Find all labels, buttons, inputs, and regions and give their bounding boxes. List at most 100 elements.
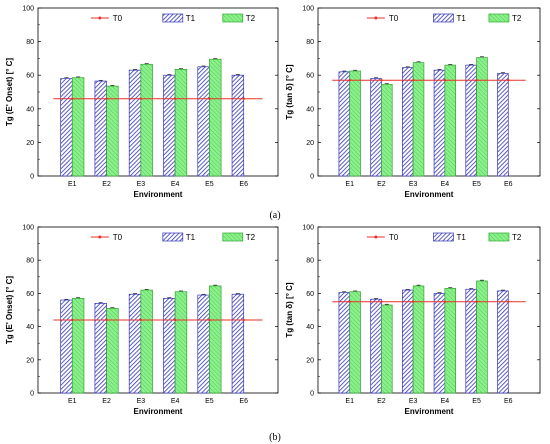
bar-t1 [128,69,142,177]
y-tick-label: 100 [22,225,34,232]
y-axis-title: Tg (E' Onset) [° C] [5,58,14,127]
t0-marker [348,79,351,82]
x-tick-label: E3 [409,181,418,188]
bar-t1 [497,290,509,394]
bar-t1 [465,288,477,394]
bar-t2 [174,291,188,394]
bar-t2 [381,304,393,394]
y-tick-label: 80 [306,258,314,265]
y-axis-title: Tg (E' Onset) [° C] [5,276,14,345]
bar-t1 [433,69,446,177]
legend-label-t1: T1 [186,14,196,23]
y-tick-label: 60 [26,73,34,80]
bar-t1 [60,299,73,394]
x-tick-label: E6 [239,181,248,188]
bar-t1 [465,64,477,177]
t0-marker [348,300,351,303]
bar-t1 [402,67,414,177]
y-tick-label: 40 [306,106,314,113]
t0-marker [475,300,478,303]
t0-marker [71,318,74,322]
bar-t1 [128,293,142,394]
y-axis-title: Tg (tan δ) [° C] [285,64,294,119]
bar-t1 [163,298,176,394]
x-tick-label: E2 [377,181,386,188]
x-tick-label: E6 [504,181,513,188]
x-tick-label: E3 [409,398,418,405]
bar-t1 [433,293,446,394]
x-axis-title: Environment [134,407,183,416]
legend-marker-t0 [98,235,102,239]
y-tick-label: 80 [306,39,314,46]
t0-marker [105,97,108,100]
x-tick-label: E1 [345,181,354,188]
y-tick-label: 100 [302,6,314,13]
t0-marker [443,79,447,82]
bar-t2 [412,62,425,177]
bar-t2 [140,63,153,177]
y-tick-label: 0 [30,174,34,181]
x-tick-label: E6 [239,398,248,405]
x-tick-label: E2 [102,181,111,188]
t0-marker [208,318,211,322]
t0-marker [242,97,245,100]
bar-t1 [197,66,210,177]
y-tick-label: 20 [306,357,314,364]
legend-swatch-t2 [488,232,510,242]
chart-panel-3: 0 20 40 60 80 100 Tg (E' Onset) [° C] Environme… [5,225,279,416]
x-tick-label: E2 [102,398,111,405]
y-tick-label: 40 [26,106,34,113]
bar-t2 [476,280,488,394]
legend-marker-t0 [98,16,102,20]
y-tick-label: 40 [26,324,34,331]
t0-marker [411,300,415,303]
bar-t2 [174,68,188,177]
t0-marker [507,79,510,82]
legend-swatch-t2 [488,13,510,23]
bar-t1 [338,292,351,394]
legend-marker-t0 [374,16,378,20]
x-axis-title: Environment [405,407,454,416]
bar-t1 [163,74,176,177]
x-tick-label: E1 [68,181,77,188]
t0-marker [443,300,447,303]
x-tick-label: E5 [205,398,214,405]
legend-swatch-t1 [433,232,454,242]
bar-t1 [60,78,73,177]
chart-panel-1: 0 20 40 60 80 100 Tg (E' Onset) [° C] Environme… [5,6,279,199]
y-tick-label: 0 [30,391,34,398]
x-tick-label: E2 [377,398,386,405]
caption-b: (b) [269,432,281,443]
bar-t2 [444,64,456,177]
y-tick-label: 20 [306,140,314,147]
chart-panel-2: 0 20 40 60 80 100 Tg (tan δ) [° C] Environment E… [285,6,541,199]
bar-t2 [209,58,222,177]
legend-marker-t0 [374,235,378,239]
x-tick-label: E1 [68,398,77,405]
legend-label-t2: T2 [246,14,256,23]
charts-layer: 0 20 40 60 80 100 Tg (E' Onset) [° C] Environme… [5,6,541,416]
legend-label-t0: T0 [113,14,123,23]
bar-t1 [94,303,107,394]
y-tick-label: 100 [302,225,314,232]
x-tick-label: E3 [137,181,146,188]
y-tick-label: 20 [26,357,34,364]
legend-swatch-t1 [162,13,184,23]
bar-t2 [412,285,425,394]
y-tick-label: 80 [26,258,34,265]
legend-label-t0: T0 [113,233,123,242]
bar-t1 [497,73,509,177]
t0-marker [208,97,211,100]
legend-label-t0: T0 [389,233,399,242]
t0-marker [105,318,108,322]
bar-t2 [140,289,153,394]
y-tick-label: 60 [306,291,314,298]
y-tick-label: 0 [310,391,314,398]
t0-marker [139,97,143,100]
x-tick-label: E5 [205,181,214,188]
x-tick-label: E3 [137,398,146,405]
x-tick-label: E4 [171,181,180,188]
legend-label-t1: T1 [456,14,466,23]
bar-t2 [349,70,361,177]
